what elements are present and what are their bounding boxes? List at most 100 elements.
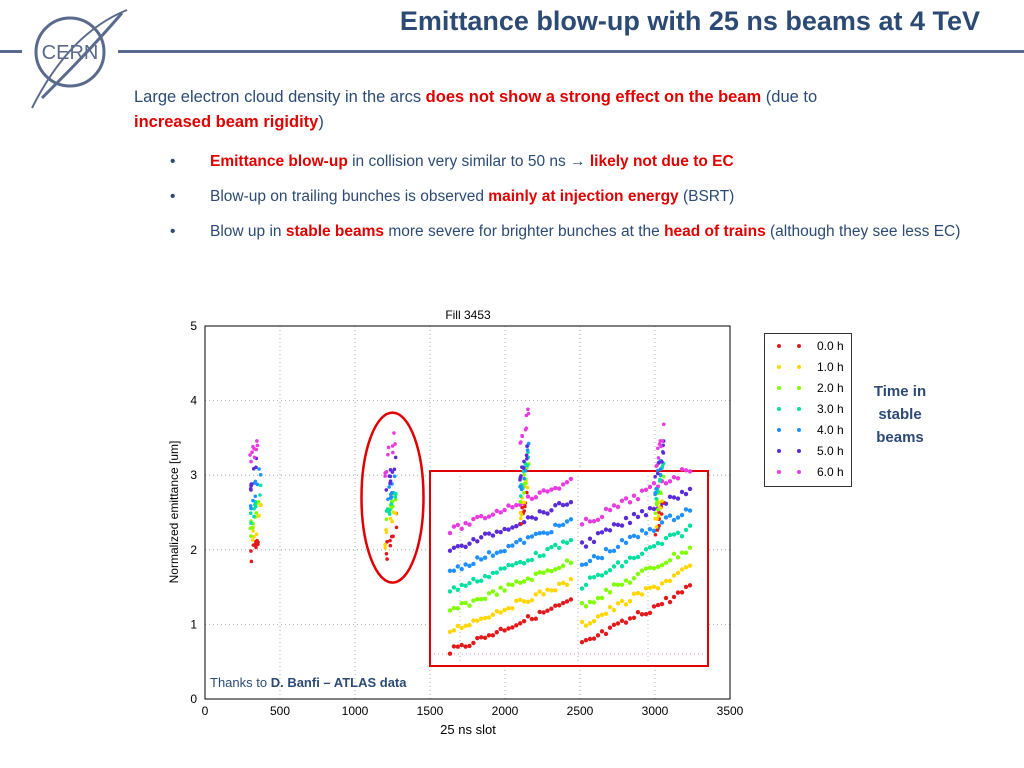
data-point xyxy=(524,481,528,485)
inset-point xyxy=(541,610,546,615)
inset-point xyxy=(471,561,476,567)
inset-point xyxy=(611,522,617,527)
inset-point xyxy=(490,553,496,558)
data-point xyxy=(659,444,663,449)
inset-point xyxy=(482,516,488,521)
inset-point xyxy=(451,605,457,611)
credits-name: D. Banfi – ATLAS data xyxy=(270,675,407,690)
inset-point xyxy=(463,583,468,589)
data-point xyxy=(254,511,259,515)
inset-point xyxy=(525,599,531,605)
x-tick-label: 3500 xyxy=(717,704,744,718)
inset-point xyxy=(533,495,538,500)
inset-point xyxy=(498,529,503,535)
inset-point xyxy=(675,555,681,560)
inset-point xyxy=(607,549,613,554)
inset-point xyxy=(607,625,613,630)
inset-point xyxy=(553,542,558,548)
data-point xyxy=(653,492,657,497)
inset-point xyxy=(455,522,460,528)
legend-label: 4.0 h xyxy=(817,423,844,437)
inset-point xyxy=(467,603,472,608)
inset-point xyxy=(568,500,574,505)
inset-point xyxy=(451,524,457,529)
inset-point xyxy=(675,530,681,535)
legend-marker xyxy=(777,365,781,369)
data-point xyxy=(658,467,663,471)
inset-point xyxy=(583,516,589,522)
inset-point xyxy=(529,557,535,563)
inset-point xyxy=(587,599,593,605)
data-point xyxy=(389,502,394,506)
inset-point xyxy=(455,587,460,593)
inset-point xyxy=(591,618,597,624)
intro-highlight-1: does not show a strong effect on the bea… xyxy=(425,88,762,106)
data-point xyxy=(393,495,398,499)
inset-point xyxy=(675,476,681,481)
data-point xyxy=(258,493,262,497)
data-point xyxy=(522,459,526,464)
inset-point xyxy=(467,581,472,586)
legend-marker xyxy=(777,407,781,411)
data-point xyxy=(660,499,664,503)
inset-point xyxy=(619,563,625,569)
inset-point xyxy=(549,606,554,611)
inset-point xyxy=(486,591,492,596)
inset-point xyxy=(560,502,566,508)
inset-point xyxy=(587,621,593,626)
inset-point xyxy=(521,618,527,624)
inset-point xyxy=(521,599,527,604)
inset-point xyxy=(553,588,558,593)
inset-point xyxy=(529,515,535,520)
inset-point xyxy=(560,482,566,487)
inset-point xyxy=(583,582,589,588)
inset-point xyxy=(679,590,685,595)
x-tick-label: 2500 xyxy=(567,704,594,718)
inset-point xyxy=(687,563,693,568)
legend-label: 3.0 h xyxy=(817,402,844,416)
inset-point xyxy=(611,582,617,587)
inset-point xyxy=(545,568,550,573)
inset-point xyxy=(545,608,550,613)
inset-point xyxy=(599,612,605,617)
inset-point xyxy=(518,621,523,626)
inset-point xyxy=(619,538,625,543)
inset-point xyxy=(502,628,507,633)
inset-point xyxy=(651,506,657,512)
data-point xyxy=(390,519,394,523)
inset-point xyxy=(639,568,645,573)
inset-point xyxy=(459,601,464,606)
inset-point xyxy=(591,539,597,545)
inset-point xyxy=(537,570,542,575)
inset-point xyxy=(583,544,589,549)
points-layer xyxy=(248,407,666,564)
inset-point xyxy=(568,577,574,582)
data-point xyxy=(383,542,387,547)
inset-point xyxy=(557,486,562,491)
data-point xyxy=(258,473,263,477)
inset-point xyxy=(447,629,453,635)
inset-point xyxy=(521,561,527,566)
data-point xyxy=(248,504,253,508)
inset-point xyxy=(667,578,673,584)
inset-point xyxy=(587,575,593,580)
legend-entry: 0.0 h xyxy=(769,337,849,357)
inset-point xyxy=(533,616,538,621)
inset-point xyxy=(451,644,457,649)
inset-point xyxy=(482,635,488,641)
x-tick-label: 500 xyxy=(270,704,290,718)
inset-point xyxy=(451,568,457,573)
data-point xyxy=(521,466,526,470)
data-point xyxy=(655,471,660,476)
inset-point xyxy=(541,553,546,558)
inset-point xyxy=(564,479,570,485)
data-point xyxy=(249,488,253,492)
inset-point xyxy=(647,565,653,570)
inset-point xyxy=(494,570,499,575)
inset-point xyxy=(451,585,457,590)
inset-point xyxy=(671,517,677,523)
inset-point xyxy=(583,623,589,628)
inset-point xyxy=(518,580,523,585)
x-tick-label: 0 xyxy=(202,704,209,718)
data-point xyxy=(248,526,253,530)
